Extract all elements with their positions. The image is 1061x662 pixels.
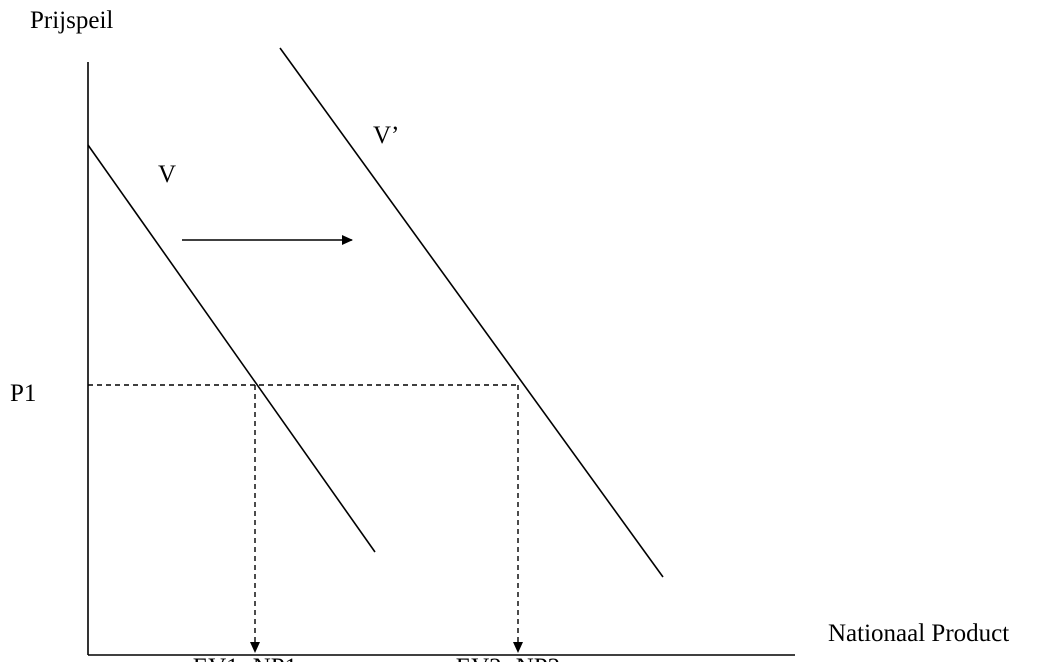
y-axis-label: Prijspeil bbox=[30, 7, 113, 34]
curve-v bbox=[87, 144, 376, 553]
curve-v-prime bbox=[279, 47, 664, 578]
curve-label: V’ bbox=[373, 122, 399, 149]
quantity-label: EV1=NP1 bbox=[193, 654, 297, 662]
quantity-label: EV2=NP2 bbox=[456, 654, 560, 662]
price-label: P1 bbox=[10, 380, 36, 407]
x-axis-label: Nationaal Product bbox=[828, 620, 1009, 647]
curve-label: V bbox=[158, 161, 176, 188]
